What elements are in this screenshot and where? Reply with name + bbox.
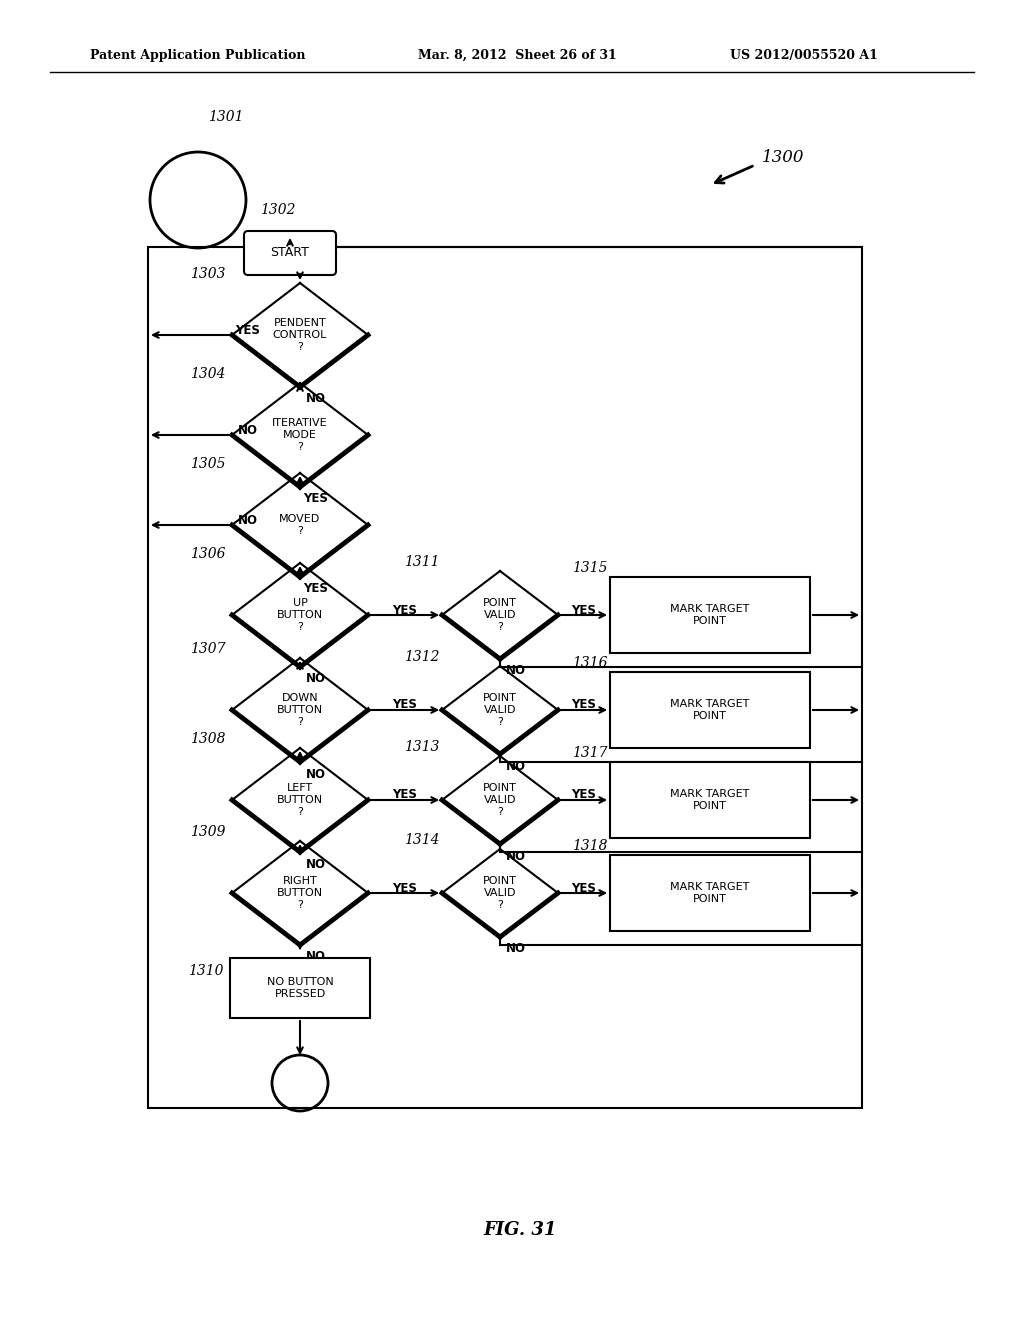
Text: POINT
VALID
?: POINT VALID ? (483, 876, 517, 909)
Text: 1308: 1308 (190, 733, 225, 746)
Text: 1304: 1304 (190, 367, 225, 381)
Text: YES: YES (303, 492, 329, 506)
Text: NO: NO (306, 950, 326, 964)
Text: 1318: 1318 (572, 840, 607, 853)
Text: 1301: 1301 (208, 110, 244, 124)
Bar (610, 855, 810, 931)
Text: MARK TARGET
POINT: MARK TARGET POINT (671, 882, 750, 904)
Text: 1303: 1303 (190, 267, 225, 281)
Text: LEFT
BUTTON
?: LEFT BUTTON ? (276, 783, 323, 817)
FancyBboxPatch shape (244, 231, 336, 275)
Text: 1306: 1306 (190, 546, 225, 561)
Bar (610, 762, 810, 838)
Text: NO: NO (506, 942, 526, 956)
Text: NO: NO (238, 424, 258, 437)
Text: UP
BUTTON
?: UP BUTTON ? (276, 598, 323, 631)
Text: 1314: 1314 (404, 833, 439, 847)
Text: PENDENT
CONTROL
?: PENDENT CONTROL ? (272, 318, 328, 351)
Text: ITERATIVE
MODE
?: ITERATIVE MODE ? (272, 418, 328, 451)
Text: NO: NO (506, 664, 526, 677)
Text: POINT
VALID
?: POINT VALID ? (483, 783, 517, 817)
Text: POINT
VALID
?: POINT VALID ? (483, 598, 517, 631)
Text: Patent Application Publication: Patent Application Publication (90, 49, 305, 62)
Text: NO BUTTON
PRESSED: NO BUTTON PRESSED (266, 977, 334, 999)
Text: 1307: 1307 (190, 642, 225, 656)
Text: YES: YES (571, 788, 596, 801)
Bar (230, 958, 370, 1018)
Text: 1300: 1300 (762, 149, 805, 166)
Text: 1317: 1317 (572, 746, 607, 760)
Text: START: START (270, 247, 309, 260)
Text: DOWN
BUTTON
?: DOWN BUTTON ? (276, 693, 323, 726)
Text: MARK TARGET
POINT: MARK TARGET POINT (671, 789, 750, 810)
Text: YES: YES (236, 323, 260, 337)
Bar (610, 672, 810, 748)
Text: RIGHT
BUTTON
?: RIGHT BUTTON ? (276, 876, 323, 909)
Text: NO: NO (506, 850, 526, 862)
Text: 1312: 1312 (404, 649, 439, 664)
Text: NO: NO (306, 392, 326, 405)
Text: MOVED
?: MOVED ? (280, 515, 321, 536)
Text: YES: YES (303, 582, 329, 595)
Text: YES: YES (392, 788, 418, 801)
Text: YES: YES (392, 603, 418, 616)
Text: YES: YES (571, 603, 596, 616)
Text: NO: NO (506, 759, 526, 772)
Text: NO: NO (238, 513, 258, 527)
Text: NO: NO (306, 858, 326, 870)
Text: 1310: 1310 (188, 964, 223, 978)
Text: NO: NO (306, 672, 326, 685)
Text: MARK TARGET
POINT: MARK TARGET POINT (671, 700, 750, 721)
Text: 1305: 1305 (190, 457, 225, 471)
Text: 1311: 1311 (404, 554, 439, 569)
Text: YES: YES (392, 698, 418, 711)
Text: YES: YES (571, 882, 596, 895)
Text: NO: NO (306, 767, 326, 780)
Text: 1313: 1313 (404, 741, 439, 754)
Text: Mar. 8, 2012  Sheet 26 of 31: Mar. 8, 2012 Sheet 26 of 31 (418, 49, 616, 62)
Text: 1315: 1315 (572, 561, 607, 576)
Text: MARK TARGET
POINT: MARK TARGET POINT (671, 605, 750, 626)
Text: 1302: 1302 (260, 203, 296, 216)
Bar (148, 247, 862, 1107)
Text: 1316: 1316 (572, 656, 607, 671)
Text: YES: YES (571, 698, 596, 711)
Text: FIG. 31: FIG. 31 (483, 1221, 557, 1239)
Bar (610, 577, 810, 653)
Text: YES: YES (392, 882, 418, 895)
Text: US 2012/0055520 A1: US 2012/0055520 A1 (730, 49, 878, 62)
Text: 1309: 1309 (190, 825, 225, 840)
Text: POINT
VALID
?: POINT VALID ? (483, 693, 517, 726)
